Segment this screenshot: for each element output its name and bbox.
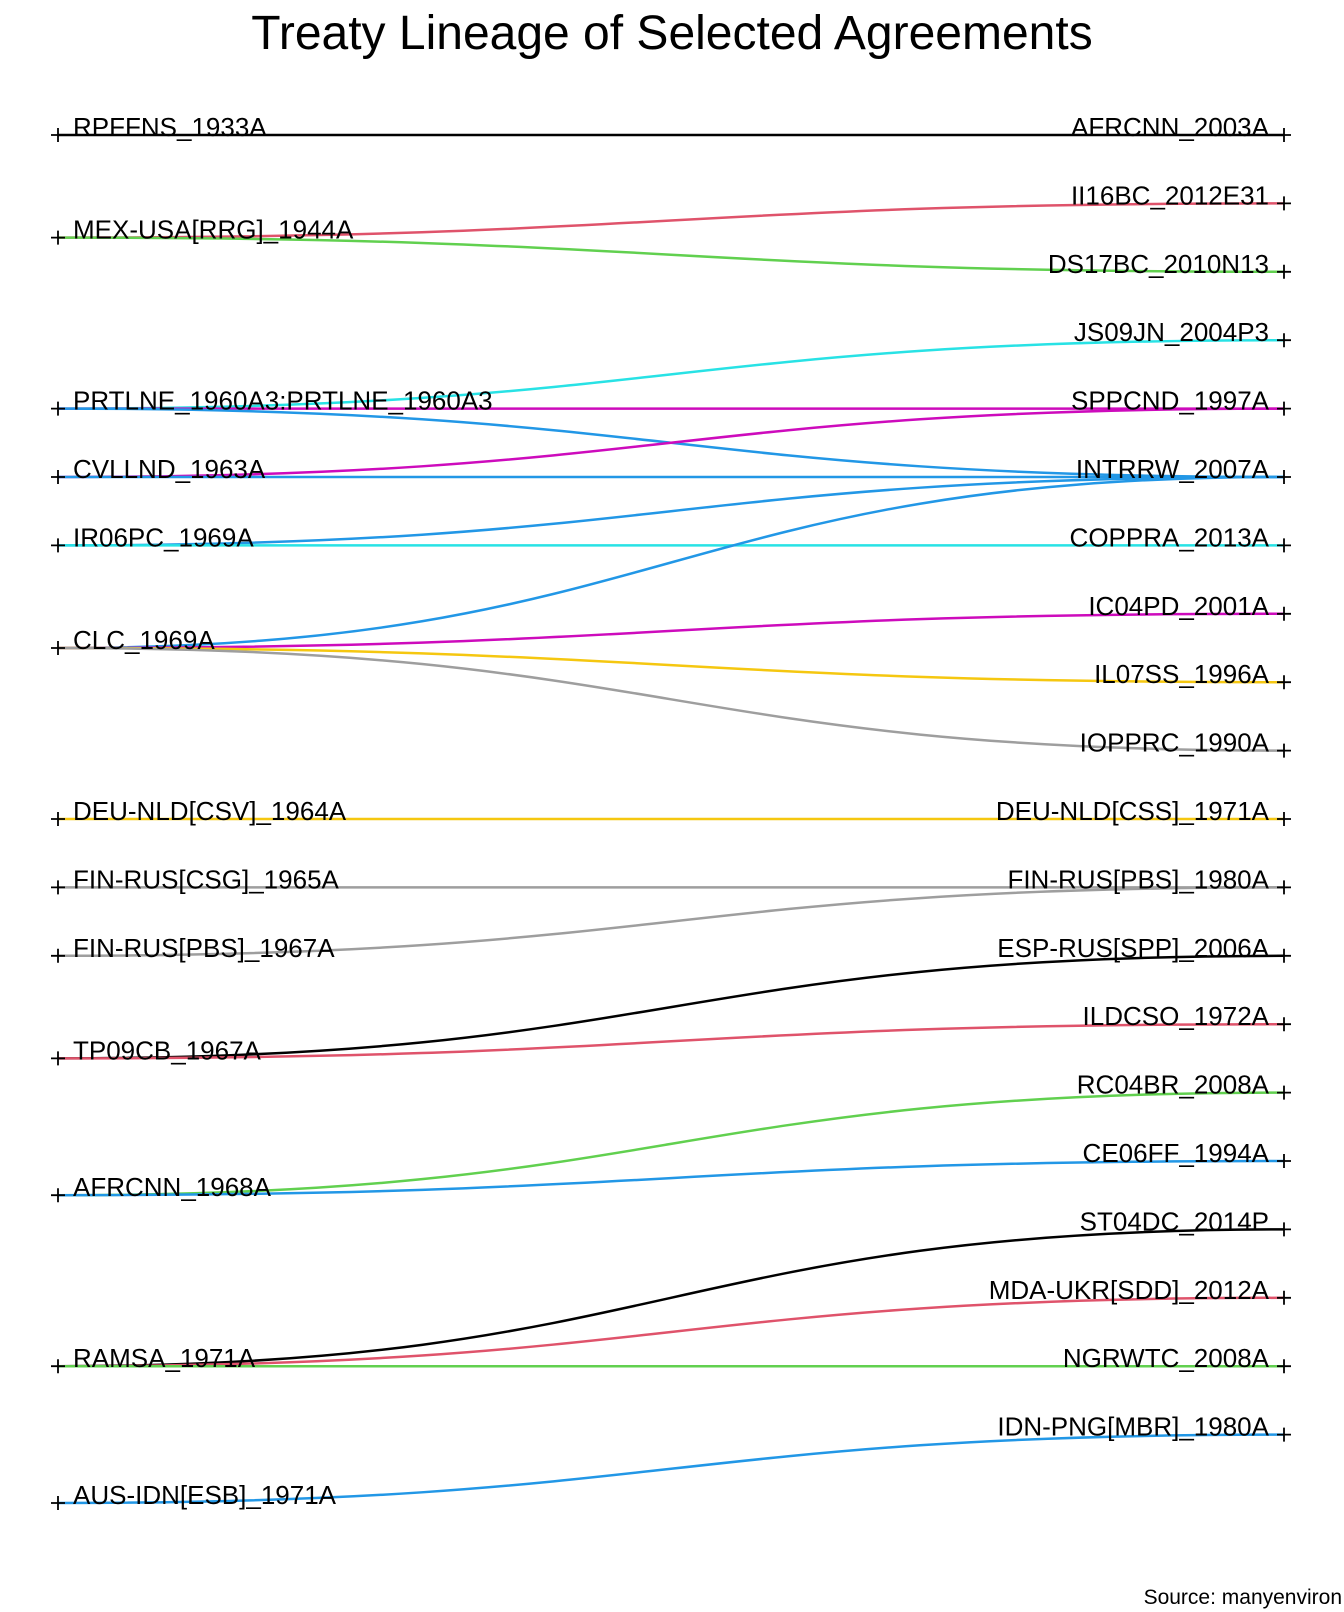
right-node-marker-mda-ukr-sdd-2012a <box>1277 1290 1291 1305</box>
left-node-label-cvllnd-1963a: CVLLND_1963A <box>73 454 266 484</box>
edge-clc-1969a-to-iopprc-1990a <box>57 646 1285 752</box>
right-node-marker-sppcnd-1997a <box>1277 401 1291 416</box>
left-node-label-deu-nld-csv-1964a: DEU-NLD[CSV]_1964A <box>73 796 347 826</box>
left-node-marker-fin-rus-csg-1965a <box>51 880 65 895</box>
right-node-label-coppra-2013a: COPPRA_2013A <box>1070 522 1270 552</box>
edge-clc-1969a-to-intrrw-2007a <box>57 475 1285 650</box>
right-node-label-mda-ukr-sdd-2012a: MDA-UKR[SDD]_2012A <box>989 1275 1270 1305</box>
right-node-marker-rc04br-2008a <box>1277 1085 1291 1100</box>
right-node-label-fin-rus-pbs-1980a: FIN-RUS[PBS]_1980A <box>1007 864 1269 894</box>
right-node-marker-ic04pd-2001a <box>1277 606 1291 621</box>
right-node-label-iopprc-1990a: IOPPRC_1990A <box>1080 728 1270 758</box>
left-node-marker-cvllnd-1963a <box>51 470 65 484</box>
chart-title: Treaty Lineage of Selected Agreements <box>251 7 1093 60</box>
left-node-label-mex-usa-rrg-1944a: MEX-USA[RRG]_1944A <box>73 215 354 245</box>
right-node-marker-st04dc-2014p <box>1277 1222 1291 1237</box>
right-node-label-afrcnn-2003a: AFRCNN_2003A <box>1071 112 1270 142</box>
left-node-label-ir06pc-1969a: IR06PC_1969A <box>73 522 254 552</box>
right-node-label-st04dc-2014p: ST04DC_2014P <box>1080 1206 1269 1236</box>
left-node-label-ramsa-1971a: RAMSA_1971A <box>73 1343 256 1373</box>
right-node-label-ic04pd-2001a: IC04PD_2001A <box>1088 591 1269 621</box>
edge-prtlne-1960a3-prtlne-1960a3-to-js09jn-2004p3 <box>57 338 1285 410</box>
right-node-marker-intrrw-2007a <box>1277 470 1291 484</box>
right-node-marker-ildcso-1972a <box>1277 1017 1291 1032</box>
left-node-label-aus-idn-esb-1971a: AUS-IDN[ESB]_1971A <box>73 1480 337 1510</box>
edge-mex-usa-rrg-1944a-to-ii16bc-2012e31 <box>57 202 1285 239</box>
right-node-marker-ii16bc-2012e31 <box>1277 196 1291 211</box>
right-node-marker-il07ss-1996a <box>1277 675 1291 690</box>
left-node-marker-clc-1969a <box>51 641 65 655</box>
right-node-label-sppcnd-1997a: SPPCND_1997A <box>1071 386 1270 416</box>
right-node-marker-ds17bc-2010n13 <box>1277 264 1291 279</box>
right-node-marker-js09jn-2004p3 <box>1277 333 1291 348</box>
left-node-marker-ramsa-1971a <box>51 1359 65 1374</box>
left-node-marker-tp09cb-1967a <box>51 1051 65 1066</box>
right-node-marker-iopprc-1990a <box>1277 743 1291 758</box>
right-node-label-rc04br-2008a: RC04BR_2008A <box>1077 1070 1270 1100</box>
left-node-layer: RPFFNS_1933A MEX-USA[RRG]_1944A PRTLNE_196… <box>51 112 493 1510</box>
left-node-label-prtlne-1960a3-prtlne-1960a3: PRTLNE_1960A3:PRTLNE_1960A3 <box>73 386 493 416</box>
edge-mex-usa-rrg-1944a-to-ds17bc-2010n13 <box>57 236 1285 274</box>
right-node-label-ngrwtc-2008a: NGRWTC_2008A <box>1063 1343 1270 1373</box>
edge-tp09cb-1967a-to-esp-rus-spp-2006a <box>57 954 1285 1060</box>
left-node-label-fin-rus-csg-1965a: FIN-RUS[CSG]_1965A <box>73 864 340 894</box>
edge-ir06pc-1969a-to-intrrw-2007a <box>57 475 1285 547</box>
left-node-label-clc-1969a: CLC_1969A <box>73 625 215 655</box>
right-node-label-idn-png-mbr-1980a: IDN-PNG[MBR]_1980A <box>997 1412 1269 1442</box>
left-node-marker-prtlne-1960a3-prtlne-1960a3 <box>51 401 65 416</box>
edge-clc-1969a-to-ic04pd-2001a <box>57 612 1285 650</box>
edge-cvllnd-1963a-to-sppcnd-1997a <box>57 407 1285 479</box>
right-node-label-deu-nld-css-1971a: DEU-NLD[CSS]_1971A <box>996 796 1270 826</box>
left-node-label-tp09cb-1967a: TP09CB_1967A <box>73 1035 262 1065</box>
right-node-marker-fin-rus-pbs-1980a <box>1277 880 1291 895</box>
right-node-marker-idn-png-mbr-1980a <box>1277 1427 1291 1442</box>
right-node-label-intrrw-2007a: INTRRW_2007A <box>1076 454 1270 484</box>
edge-ramsa-1971a-to-st04dc-2014p <box>57 1228 1285 1368</box>
right-node-marker-coppra-2013a <box>1277 538 1291 553</box>
left-node-marker-deu-nld-csv-1964a <box>51 812 65 826</box>
left-node-marker-fin-rus-pbs-1967a <box>51 948 65 963</box>
right-node-label-ii16bc-2012e31: II16BC_2012E31 <box>1071 180 1269 210</box>
right-node-label-ildcso-1972a: ILDCSO_1972A <box>1083 1001 1270 1031</box>
right-node-label-ds17bc-2010n13: DS17BC_2010N13 <box>1048 249 1269 279</box>
right-node-marker-ce06ff-1994a <box>1277 1154 1291 1168</box>
left-node-label-rpffns-1933a: RPFFNS_1933A <box>73 112 267 142</box>
edge-tp09cb-1967a-to-ildcso-1972a <box>57 1022 1285 1060</box>
left-node-label-afrcnn-1968a: AFRCNN_1968A <box>73 1172 272 1202</box>
edge-afrcnn-1968a-to-rc04br-2008a <box>57 1091 1285 1197</box>
edge-clc-1969a-to-il07ss-1996a <box>57 646 1285 684</box>
edge-ramsa-1971a-to-mda-ukr-sdd-2012a <box>57 1296 1285 1368</box>
right-node-label-esp-rus-spp-2006a: ESP-RUS[SPP]_2006A <box>997 933 1269 963</box>
right-node-label-il07ss-1996a: IL07SS_1996A <box>1094 659 1270 689</box>
left-node-marker-aus-idn-esb-1971a <box>51 1496 65 1510</box>
edge-aus-idn-esb-1971a-to-idn-png-mbr-1980a <box>57 1433 1285 1505</box>
edge-layer <box>57 133 1285 1505</box>
source-caption: Source: manyenviron <box>1143 1586 1342 1609</box>
right-node-marker-esp-rus-spp-2006a <box>1277 948 1291 963</box>
right-node-marker-ngrwtc-2008a <box>1277 1359 1291 1374</box>
edge-fin-rus-pbs-1967a-to-fin-rus-pbs-1980a <box>57 886 1285 958</box>
left-node-marker-ir06pc-1969a <box>51 538 65 553</box>
right-node-marker-afrcnn-2003a <box>1277 128 1291 142</box>
left-node-marker-mex-usa-rrg-1944a <box>51 230 65 245</box>
right-node-label-ce06ff-1994a: CE06FF_1994A <box>1083 1138 1270 1168</box>
left-node-label-fin-rus-pbs-1967a: FIN-RUS[PBS]_1967A <box>73 933 335 963</box>
left-node-marker-afrcnn-1968a <box>51 1188 65 1203</box>
right-node-marker-deu-nld-css-1971a <box>1277 812 1291 826</box>
left-node-marker-rpffns-1933a <box>51 128 65 142</box>
right-node-label-js09jn-2004p3: JS09JN_2004P3 <box>1074 317 1269 347</box>
right-node-layer: AFRCNN_2003A II16BC_2012E31 DS17BC_2010N13… <box>989 112 1291 1442</box>
edge-afrcnn-1968a-to-ce06ff-1994a <box>57 1159 1285 1197</box>
